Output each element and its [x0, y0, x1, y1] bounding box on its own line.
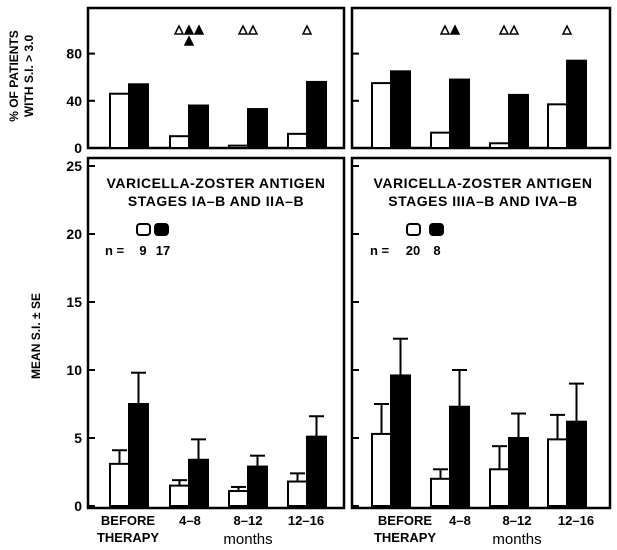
- left-x-label-before: BEFORE: [101, 513, 156, 528]
- left-percent-open-bar-1: [169, 135, 190, 149]
- left-panel-title-line2: STAGES IA–B AND IIA–B: [128, 193, 304, 209]
- left-percent-open-bar-0: [109, 92, 130, 149]
- right-percent-open-bar-2: [489, 142, 510, 149]
- right-panel-title-line2: STAGES IIIA–B AND IVA–B: [388, 193, 577, 209]
- right-x-label-therapy: THERAPY: [374, 530, 436, 545]
- right-legend-open-swatch: [406, 223, 421, 236]
- left-mean-filled-bar-1: [188, 458, 209, 508]
- left-marker-1-2: [193, 24, 205, 35]
- right-marker-1-0: [439, 24, 451, 35]
- right-x-label-before: BEFORE: [378, 513, 433, 528]
- right-legend-filled-swatch: [429, 223, 444, 236]
- left-percent-filled-bar-2: [247, 108, 268, 149]
- right-percent-filled-bar-2: [508, 93, 529, 149]
- right-x-label-4-8: 4–8: [449, 513, 471, 528]
- right-x-label-12-16: 12–16: [558, 513, 594, 528]
- top-right-panel-frame: [350, 6, 612, 150]
- left-percent-open-bar-2: [228, 144, 249, 149]
- right-percent-filled-bar-3: [566, 59, 587, 149]
- right-x-label-8-12: 8–12: [503, 513, 532, 528]
- left-mean-open-bar-1: [169, 484, 190, 508]
- right-mean-open-bar-2: [489, 468, 510, 507]
- right-legend-n-filled: 8: [433, 243, 440, 258]
- chart-marks: 0 40 80 0 5 10 15 20 25: [66, 24, 587, 514]
- left-marker-1-1: [183, 24, 195, 35]
- bottom-y-axis-label: MEAN S.I. ± SE: [29, 293, 43, 379]
- bottom-left-panel-frame: [86, 156, 346, 510]
- top-y-axis-label-line1: % OF PATIENTS: [7, 30, 21, 122]
- left-marker-2-0: [237, 24, 249, 35]
- left-mean-open-bar-0: [109, 462, 130, 507]
- bottom-ytick-label-25: 25: [66, 158, 82, 174]
- left-x-label-therapy: THERAPY: [97, 530, 159, 545]
- left-mean-filled-bar-2: [247, 465, 268, 507]
- bottom-right-panel-frame: [350, 156, 612, 510]
- left-mean-filled-bar-0: [128, 403, 149, 507]
- left-mean-open-bar-2: [228, 490, 249, 508]
- left-percent-open-bar-3: [287, 132, 308, 149]
- right-percent-open-bar-0: [371, 82, 392, 149]
- left-panel-title-line1: VARICELLA-ZOSTER ANTIGEN: [107, 175, 326, 191]
- top-ytick-label-40: 40: [66, 93, 82, 109]
- left-legend-n-filled: 17: [156, 243, 170, 258]
- top-ytick-label-80: 80: [66, 46, 82, 62]
- left-mean-filled-bar-3: [306, 435, 327, 508]
- left-legend-n-open: 9: [139, 243, 146, 258]
- right-mean-open-bar-0: [371, 432, 392, 508]
- right-mean-filled-bar-0: [390, 374, 411, 507]
- right-marker-2-1: [508, 24, 520, 35]
- bottom-ytick-label-20: 20: [66, 226, 82, 242]
- left-percent-filled-bar-3: [306, 80, 327, 149]
- bottom-ytick-label-10: 10: [66, 362, 82, 378]
- top-y-axis-label-line2: WITH S.I. > 3.0: [22, 35, 36, 118]
- right-percent-filled-bar-0: [390, 70, 411, 149]
- left-marker-3-0: [301, 24, 313, 35]
- left-marker-2-1: [247, 24, 259, 35]
- left-x-label-8-12: 8–12: [234, 513, 263, 528]
- right-mean-filled-bar-1: [449, 405, 470, 507]
- bottom-ytick-label-15: 15: [66, 294, 82, 310]
- bottom-ytick-label-5: 5: [74, 430, 82, 446]
- right-panel-title-line1: VARICELLA-ZOSTER ANTIGEN: [374, 175, 593, 191]
- right-percent-open-bar-1: [430, 131, 451, 150]
- left-legend-n-prefix: n =: [105, 243, 125, 258]
- right-x-unit-months: months: [492, 531, 541, 548]
- left-percent-filled-bar-1: [188, 104, 209, 149]
- right-percent-open-bar-3: [547, 103, 568, 149]
- right-mean-open-bar-3: [547, 438, 568, 507]
- left-marker-1-0: [173, 24, 185, 35]
- right-marker-1-1: [449, 24, 461, 35]
- right-mean-filled-bar-2: [508, 437, 529, 507]
- left-marker-1-below: [183, 35, 195, 46]
- right-percent-filled-bar-1: [449, 78, 470, 149]
- right-marker-3-0: [561, 24, 573, 35]
- left-x-label-4-8: 4–8: [179, 513, 201, 528]
- right-legend-n-prefix: n =: [370, 243, 390, 258]
- bottom-ytick-label-0: 0: [74, 498, 82, 514]
- right-mean-open-bar-1: [430, 477, 451, 507]
- left-legend-open-swatch: [136, 223, 151, 236]
- left-legend-filled-swatch: [154, 223, 169, 236]
- left-percent-filled-bar-0: [128, 83, 149, 149]
- right-mean-filled-bar-3: [566, 420, 587, 507]
- right-legend-n-open: 20: [406, 243, 420, 258]
- left-x-unit-months: months: [223, 531, 272, 548]
- right-marker-2-0: [498, 24, 510, 35]
- left-mean-open-bar-3: [287, 480, 308, 507]
- left-x-label-12-16: 12–16: [288, 513, 324, 528]
- top-ytick-label-0: 0: [74, 140, 82, 156]
- top-left-panel-frame: [86, 6, 346, 150]
